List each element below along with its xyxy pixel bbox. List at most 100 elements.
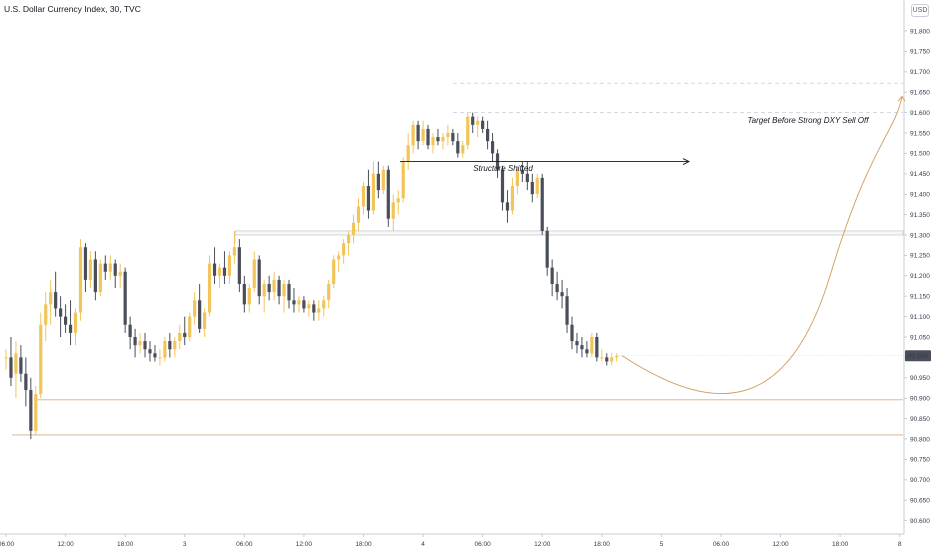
candle-body	[173, 341, 177, 350]
candle-body	[242, 283, 246, 305]
y-tick-label: 91.300	[910, 232, 930, 239]
candle-body	[406, 145, 410, 162]
candle-body	[103, 263, 107, 272]
candle-body	[376, 173, 380, 191]
candle-body	[54, 292, 58, 309]
candle-body	[287, 283, 291, 301]
candle-body	[421, 128, 425, 142]
candle-body	[307, 304, 311, 309]
candle-body	[500, 169, 505, 203]
currency-badge[interactable]: USD	[911, 4, 929, 17]
candle-body	[4, 357, 8, 359]
candle-body	[416, 124, 420, 142]
y-tick-label: 90.850	[910, 416, 930, 423]
candle-body	[98, 263, 102, 293]
candle-body	[550, 267, 554, 284]
y-tick-label: 90.700	[910, 477, 930, 484]
x-tick-label: 12:00	[534, 541, 551, 548]
candle-body	[505, 202, 510, 211]
candle-body	[456, 141, 460, 154]
candle-body	[292, 300, 296, 305]
candle-body	[525, 173, 529, 182]
candle-body	[451, 133, 455, 142]
candle-body	[83, 247, 88, 280]
candle-body	[133, 337, 137, 346]
candle-body	[198, 300, 202, 329]
y-tick-label: 91.700	[910, 69, 930, 76]
candle-body	[446, 133, 450, 138]
candle-body	[163, 341, 167, 358]
y-tick-label: 90.900	[910, 396, 930, 403]
candle-body	[312, 304, 316, 313]
candle-body	[346, 235, 351, 244]
candle-body	[123, 271, 127, 325]
candle-body	[118, 271, 122, 276]
candle-body	[128, 324, 132, 337]
candle-body	[88, 259, 93, 280]
candle-body	[297, 300, 301, 305]
candle-body	[59, 308, 63, 317]
candle-body	[351, 222, 356, 235]
y-tick-label: 91.750	[910, 49, 930, 56]
candle-body	[396, 198, 400, 203]
projection-arrowhead	[897, 95, 906, 102]
y-tick-label: 90.650	[910, 498, 930, 505]
candle-body	[476, 120, 480, 125]
candle-body	[188, 316, 192, 337]
candle-body	[317, 308, 321, 313]
x-tick-label: 3	[183, 541, 187, 548]
y-tick-label: 91.600	[910, 110, 930, 117]
candle-body	[545, 230, 549, 268]
candle-body	[153, 353, 157, 358]
candle-body	[78, 247, 83, 313]
candle-body	[371, 173, 376, 211]
candle-body	[570, 324, 574, 342]
candle-body	[203, 312, 207, 329]
candle-body	[555, 283, 559, 293]
candle-body	[282, 283, 286, 297]
candle-body	[113, 263, 117, 276]
x-tick-label: 18:00	[117, 541, 134, 548]
candle-body	[486, 128, 490, 142]
candle-body	[138, 341, 142, 346]
candle-body	[183, 332, 187, 337]
candle-body	[356, 206, 361, 223]
x-tick-label: 18:00	[594, 541, 611, 548]
candle-body	[530, 181, 534, 195]
candle-body	[272, 279, 276, 293]
candle-body	[44, 304, 48, 325]
y-tick-label: 91.150	[910, 294, 930, 301]
candle-body	[322, 300, 326, 309]
candle-body	[148, 349, 152, 354]
candle-body	[49, 292, 53, 305]
structure-shift-label: Structure Shifted	[473, 164, 533, 173]
x-tick-label: 12:00	[57, 541, 74, 548]
candle-body	[401, 161, 405, 199]
candle-body	[193, 300, 197, 317]
candle-body	[426, 128, 430, 146]
y-tick-label: 91.800	[910, 28, 930, 35]
candle-body	[431, 137, 435, 146]
candle-body	[227, 255, 232, 276]
x-tick-label: 4	[421, 541, 425, 548]
y-tick-label: 91.650	[910, 90, 930, 97]
candle-body	[471, 116, 475, 125]
candle-body	[73, 312, 78, 333]
candle-body	[615, 355, 619, 358]
candle-body	[207, 263, 212, 313]
candle-body	[252, 259, 256, 289]
candle-body	[217, 267, 222, 276]
candle-body	[510, 186, 515, 211]
candle-body	[34, 394, 38, 431]
candle-body	[143, 341, 147, 350]
chart-title: U.S. Dollar Currency Index, 30, TVC	[4, 4, 141, 14]
candle-body	[436, 137, 440, 142]
x-tick-label: 8	[898, 541, 902, 548]
candle-body	[222, 267, 227, 276]
candle-body	[590, 337, 594, 354]
candle-body	[560, 292, 564, 297]
y-tick-label: 90.950	[910, 375, 930, 382]
y-tick-label: 90.750	[910, 457, 930, 464]
candle-body	[247, 288, 251, 305]
candle-body	[39, 324, 43, 395]
